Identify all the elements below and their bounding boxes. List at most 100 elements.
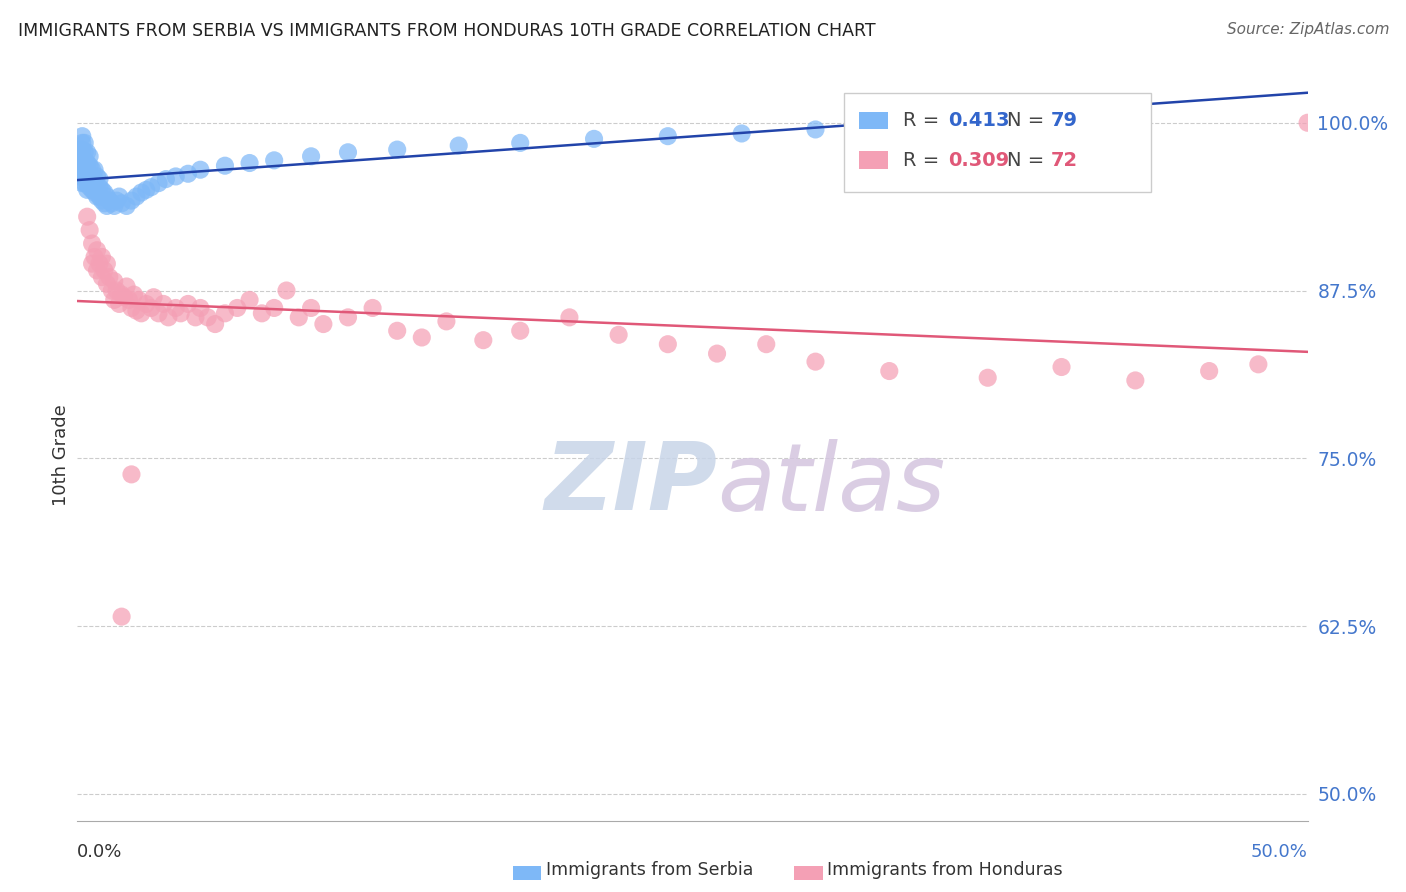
Point [70, 169, 93, 184]
Point [226, 301, 249, 315]
Point [263, 153, 285, 168]
Point [83, 172, 105, 186]
Point [86, 169, 108, 184]
Point [250, 306, 273, 320]
Point [152, 297, 174, 311]
Text: 0.309: 0.309 [949, 151, 1010, 169]
Point [89, 180, 111, 194]
Point [299, 149, 322, 163]
Point [188, 301, 212, 315]
Point [607, 327, 630, 342]
Point [79, 172, 101, 186]
Point [83, 162, 105, 177]
Point [155, 172, 177, 186]
Point [101, 196, 124, 211]
Point [69, 143, 91, 157]
Text: N =: N = [1008, 112, 1050, 130]
Point [79, 149, 101, 163]
Point [472, 333, 495, 347]
Point [70, 143, 93, 157]
Point [73, 162, 96, 177]
Point [83, 178, 105, 193]
Point [804, 122, 827, 136]
Point [188, 162, 212, 177]
Point [79, 223, 101, 237]
Point [706, 346, 728, 360]
Point [73, 153, 96, 168]
Point [112, 290, 135, 304]
Point [79, 180, 101, 194]
Point [129, 186, 153, 200]
Text: 72: 72 [1050, 151, 1077, 169]
Point [385, 324, 409, 338]
Text: N =: N = [1008, 151, 1050, 169]
Text: ZIP: ZIP [544, 438, 717, 530]
Point [111, 609, 132, 624]
Point [288, 310, 311, 325]
Point [1247, 357, 1270, 371]
Point [135, 297, 157, 311]
Point [98, 194, 121, 208]
Point [76, 169, 98, 184]
Point [337, 145, 360, 160]
Bar [859, 112, 889, 129]
Point [165, 169, 187, 184]
Point [1198, 364, 1220, 378]
Point [70, 162, 93, 177]
Point [121, 194, 143, 208]
Point [70, 129, 93, 144]
Point [361, 301, 384, 315]
Point [76, 176, 98, 190]
Point [103, 293, 125, 307]
Point [76, 183, 98, 197]
Point [70, 149, 93, 163]
Point [76, 210, 98, 224]
Point [73, 145, 96, 160]
Text: Immigrants from Serbia: Immigrants from Serbia [546, 861, 752, 879]
Point [69, 169, 91, 184]
Point [76, 145, 98, 160]
Point [98, 270, 121, 285]
Point [73, 136, 96, 150]
Point [239, 156, 262, 170]
Point [70, 176, 93, 190]
Point [96, 277, 118, 291]
Text: Source: ZipAtlas.com: Source: ZipAtlas.com [1226, 22, 1389, 37]
Text: Immigrants from Honduras: Immigrants from Honduras [827, 861, 1063, 879]
Point [93, 263, 115, 277]
Point [558, 310, 581, 325]
Text: 79: 79 [1050, 112, 1077, 130]
Point [385, 143, 409, 157]
Point [108, 297, 131, 311]
Point [804, 354, 827, 368]
Point [239, 293, 262, 307]
Point [90, 250, 114, 264]
Point [93, 186, 115, 200]
Point [86, 244, 108, 258]
Point [82, 169, 104, 184]
Point [89, 257, 111, 271]
Point [141, 180, 163, 194]
Point [82, 183, 104, 197]
Point [103, 199, 125, 213]
Point [135, 183, 157, 197]
Point [90, 270, 114, 285]
Point [879, 364, 901, 378]
Point [204, 317, 226, 331]
Point [93, 196, 115, 211]
Point [90, 194, 114, 208]
Point [1050, 359, 1073, 374]
Point [141, 301, 163, 315]
Point [103, 274, 125, 288]
Point [657, 129, 679, 144]
Point [76, 162, 98, 177]
Point [70, 136, 93, 150]
Point [89, 189, 111, 203]
Text: R =: R = [903, 151, 945, 169]
Point [312, 317, 335, 331]
Point [128, 293, 150, 307]
Point [86, 263, 108, 277]
Point [83, 186, 105, 200]
Point [299, 301, 322, 315]
Point [121, 467, 143, 482]
